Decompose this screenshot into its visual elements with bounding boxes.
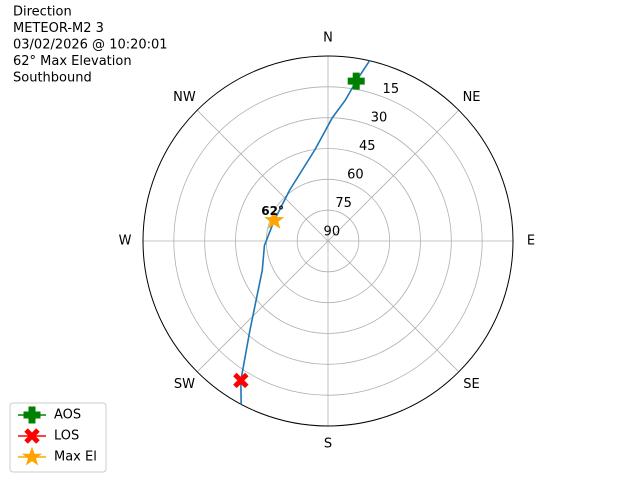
legend-marker <box>23 406 41 424</box>
angle-label: S <box>324 437 332 452</box>
outer-frame <box>142 55 514 427</box>
track-line <box>240 60 371 405</box>
legend-marker <box>21 446 43 466</box>
radial-tick-label: 60 <box>347 167 364 182</box>
legend-marker <box>24 428 40 444</box>
info-line: 62° Max Elevation <box>13 54 132 69</box>
radial-tick-label: 15 <box>383 82 400 97</box>
grid-spoke <box>327 109 460 242</box>
angle-label: N <box>323 31 333 46</box>
angle-label: E <box>527 234 535 249</box>
angle-label: SW <box>174 377 195 392</box>
radial-tick-label: 75 <box>335 196 352 211</box>
radial-tick-label: 30 <box>371 110 388 125</box>
angle-label: W <box>119 234 132 249</box>
grid-spoke <box>196 240 329 373</box>
marker-star <box>264 209 285 229</box>
annotation: 62° <box>261 204 284 218</box>
info-line: Direction <box>13 5 72 20</box>
angle-label: NE <box>463 90 481 105</box>
radial-tick-label: 45 <box>359 139 376 154</box>
grid-spoke <box>196 109 329 242</box>
radial-tick-label: 90 <box>324 224 341 239</box>
marker-x <box>233 372 249 389</box>
angle-label: SE <box>463 377 479 392</box>
info-line: 03/02/2026 @ 10:20:01 <box>13 38 168 53</box>
legend-label: Max El <box>54 450 97 465</box>
legend-label: AOS <box>54 408 81 423</box>
legend-label: LOS <box>54 429 79 444</box>
marker-plus <box>347 72 365 90</box>
info-line: METEOR-M2 3 <box>13 21 104 36</box>
info-line: Southbound <box>13 71 92 86</box>
angle-label: NW <box>173 90 196 105</box>
grid-spoke <box>327 240 460 373</box>
